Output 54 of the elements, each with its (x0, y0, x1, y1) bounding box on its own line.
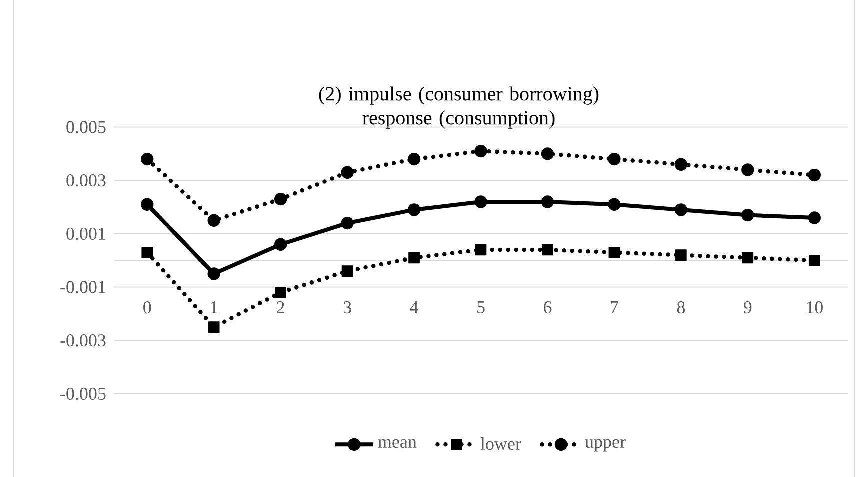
point (208, 322, 220, 333)
y-tick-label: 0.003 (66, 174, 106, 187)
x-tick-label: 1 (211, 302, 218, 314)
point (742, 208, 754, 222)
point (674, 158, 688, 171)
point (141, 152, 154, 166)
point (474, 196, 488, 208)
y-tick-label: -0.003 (60, 334, 106, 347)
point (408, 152, 421, 166)
y-tick-label: 0.005 (66, 121, 106, 134)
point (676, 250, 687, 261)
point (408, 204, 421, 216)
point (475, 244, 487, 256)
chart-title: (2) impulse (consumer borrowing) response (consumption) (319, 86, 599, 129)
point (141, 198, 154, 211)
point (808, 168, 821, 182)
point (608, 246, 620, 258)
point (608, 152, 621, 166)
x-tick-label: 3 (344, 302, 352, 314)
point (541, 148, 554, 160)
point (341, 216, 354, 230)
point (208, 268, 220, 280)
point (342, 266, 354, 277)
legend-label: upper (585, 439, 626, 452)
y-tick-label: 0.001 (66, 228, 106, 240)
y-tick-label: -0.005 (60, 388, 106, 400)
x-tick-label: 7 (611, 302, 618, 314)
point (608, 198, 621, 211)
point (674, 204, 688, 216)
x-tick-label: 8 (677, 302, 686, 314)
point (208, 214, 220, 227)
x-tick-label: 4 (410, 302, 418, 314)
y-tick-label: -0.001 (60, 281, 106, 294)
legend-label: lower (480, 437, 522, 450)
point (274, 192, 288, 206)
point (142, 246, 154, 258)
x-tick-label: 2 (277, 302, 284, 314)
point (808, 212, 821, 224)
point (474, 144, 488, 158)
point (341, 166, 354, 179)
x-tick-label: 6 (544, 302, 552, 314)
point (742, 164, 754, 176)
legend-label: mean (378, 439, 417, 448)
x-tick-label: 10 (807, 302, 823, 314)
point (274, 238, 288, 251)
point (808, 254, 820, 266)
x-tick-label: 5 (478, 302, 485, 314)
x-tick-label: 0 (144, 302, 152, 314)
point (275, 286, 286, 298)
point (542, 244, 554, 256)
x-tick-label: 9 (744, 302, 752, 314)
point (541, 196, 554, 208)
point (408, 252, 420, 264)
point (742, 252, 754, 264)
